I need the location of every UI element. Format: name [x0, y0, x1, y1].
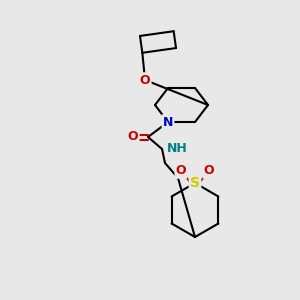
Text: N: N [163, 116, 173, 128]
Text: O: O [176, 164, 186, 178]
Text: O: O [140, 74, 150, 86]
Text: NH: NH [167, 142, 188, 155]
Text: O: O [128, 130, 138, 143]
Text: O: O [204, 164, 214, 178]
Text: S: S [190, 176, 200, 190]
